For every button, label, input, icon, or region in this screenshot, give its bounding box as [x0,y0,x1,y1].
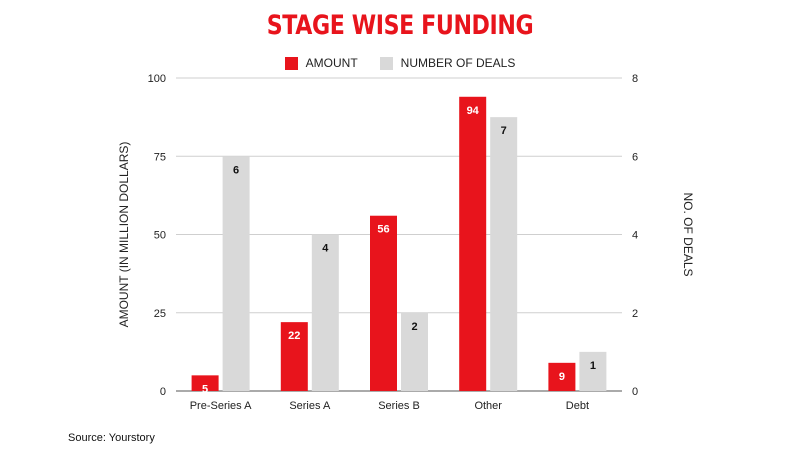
y2-tick-label: 8 [632,73,638,85]
legend-swatch-deals [379,56,393,70]
data-label-amount: 56 [377,224,389,236]
source-note: Source: Yourstory [68,432,155,444]
y2-axis-label: NO. OF DEALS [681,192,695,276]
y-tick-label: 100 [148,73,166,85]
bar-deals [579,351,607,391]
data-label-deals: 7 [501,125,507,137]
legend-item-amount: AMOUNT [284,56,358,70]
bar-amount [548,362,576,391]
data-label-amount: 5 [202,383,208,395]
legend-label-amount: AMOUNT [305,56,358,70]
legend-item-deals: NUMBER OF DEALS [379,56,516,70]
legend-swatch-amount [284,56,298,70]
data-label-amount: 22 [288,330,300,342]
bar-amount [459,96,487,391]
legend: AMOUNT NUMBER OF DEALS [0,56,800,70]
x-tick-label: Pre-Series A [190,400,252,412]
y-tick-label: 25 [154,308,166,320]
data-label-deals: 1 [590,360,596,372]
bar-amount [280,322,308,391]
bar-deals [311,234,339,391]
x-tick-label: Other [474,400,502,412]
data-label-amount: 9 [559,371,565,383]
data-label-amount: 94 [467,105,480,117]
bar-amount [370,215,397,391]
data-label-deals: 4 [322,243,329,255]
y-axis-label: AMOUNT (IN MILLION DOLLARS) [117,142,131,328]
y-tick-label: 75 [154,151,166,163]
y2-tick-label: 4 [632,230,638,242]
y2-tick-label: 2 [632,308,638,320]
y2-tick-label: 6 [632,151,638,163]
legend-label-deals: NUMBER OF DEALS [400,56,516,70]
y-tick-label: 0 [160,386,166,398]
x-tick-label: Series A [289,400,331,412]
y-tick-label: 50 [154,230,166,242]
data-label-deals: 2 [411,321,417,333]
x-tick-label: Series B [378,400,420,412]
bar-amount [191,375,219,391]
bar-deals [222,156,250,391]
y2-tick-label: 0 [632,386,638,398]
chart-title: STAGE WISE FUNDING [266,10,534,41]
data-label-deals: 6 [233,164,239,176]
bar-deals [401,312,428,391]
x-tick-label: Debt [566,400,589,412]
bar-deals [490,117,518,391]
